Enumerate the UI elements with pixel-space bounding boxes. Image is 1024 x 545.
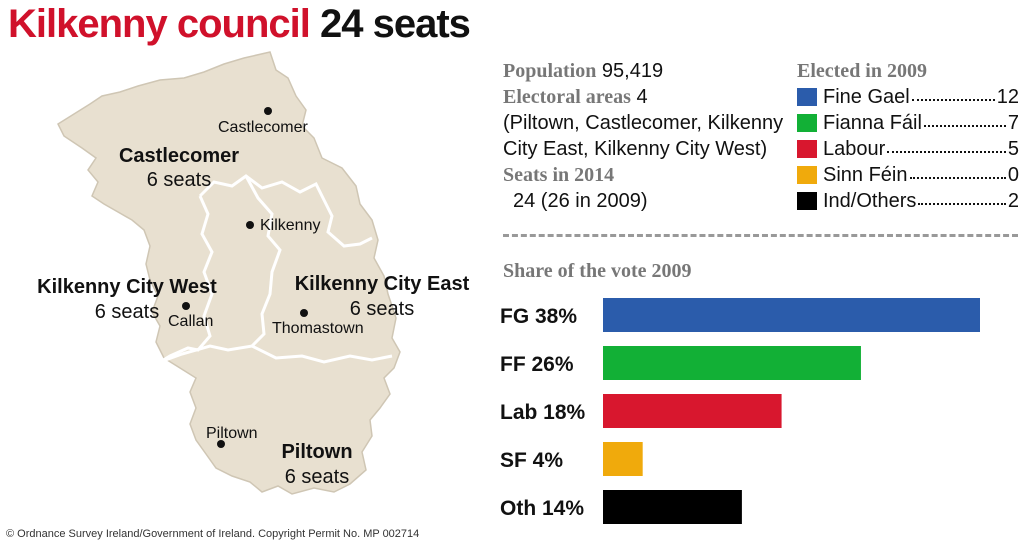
town-castlecomer: Castlecomer: [218, 107, 308, 136]
leader-dots: [911, 87, 995, 101]
legend-value: 5: [1007, 138, 1019, 160]
town-piltown: Piltown: [206, 425, 258, 448]
legend-item-fine-gael: Fine Gael 12: [797, 84, 1019, 110]
bar: [603, 394, 782, 428]
region-seats: 6 seats: [95, 301, 159, 323]
town-label: Kilkenny: [260, 217, 320, 234]
copyright-credit: © Ordnance Survey Ireland/Government of …: [6, 528, 420, 540]
legend-item-sinn-fein: Sinn Féin 0: [797, 162, 1019, 188]
legend-value: 0: [1007, 164, 1019, 186]
kilkenny-map: Castlecomer Kilkenny Callan Thomastown P…: [37, 51, 470, 495]
areas-list-line-2: City East, Kilkenny City West): [503, 138, 768, 160]
leader-dots: [887, 139, 1006, 153]
region-seats: 6 seats: [147, 169, 211, 191]
bar: [603, 298, 980, 332]
bar: [603, 490, 742, 524]
council-info: Population 95,419 Electoral areas 4 (Pil…: [503, 58, 783, 214]
page-title: Kilkenny council 24 seats: [8, 2, 471, 47]
legend-title: Elected in 2009: [797, 60, 927, 82]
bar-label: FF 26%: [500, 353, 574, 376]
section-divider: [503, 234, 1018, 237]
legend-party: Fine Gael: [823, 86, 910, 108]
areas-list-line-1: (Piltown, Castlecomer, Kilkenny: [503, 112, 784, 134]
region-name: Kilkenny City East: [295, 273, 470, 295]
title-main: Kilkenny council: [8, 2, 311, 46]
bar: [603, 442, 643, 476]
town-thomastown: Thomastown: [272, 309, 364, 337]
legend-value: 2: [1007, 190, 1019, 212]
bar: [603, 346, 861, 380]
town-dot: [300, 309, 308, 317]
chart-title: Share of the vote 2009: [503, 260, 692, 282]
legend-swatch: [797, 114, 817, 132]
town-callan: Callan: [168, 302, 213, 330]
legend-party: Ind/Others: [823, 190, 917, 212]
legend-item-ind-others: Ind/Others 2: [797, 188, 1019, 214]
town-dot: [264, 107, 272, 115]
seats-value: 24 (26 in 2009): [513, 190, 648, 212]
region-name: Kilkenny City West: [37, 276, 217, 298]
legend-party: Labour: [823, 138, 886, 160]
elected-legend: Elected in 2009 Fine Gael 12 Fianna Fáil…: [797, 58, 1019, 214]
legend-swatch: [797, 88, 817, 106]
town-label: Piltown: [206, 425, 258, 442]
areas-row: Electoral areas 4: [503, 84, 783, 110]
title-seats: 24 seats: [319, 2, 471, 46]
region-name: Piltown: [281, 441, 352, 463]
legend-party: Sinn Féin: [823, 164, 908, 186]
bar-label: Oth 14%: [500, 497, 584, 520]
county-outline: [57, 51, 401, 495]
leader-dots: [918, 191, 1006, 205]
vote-share-chart: FG 38% FF 26% Lab 18% SF 4% Oth 14%: [500, 298, 980, 524]
town-dot: [182, 302, 190, 310]
region-seats: 6 seats: [285, 466, 349, 488]
bar-label: SF 4%: [500, 449, 563, 472]
legend-swatch: [797, 192, 817, 210]
leader-dots: [923, 113, 1006, 127]
region-piltown: Piltown 6 seats: [281, 441, 352, 488]
region-kilkenny-city-east: Kilkenny City East 6 seats: [295, 273, 470, 320]
town-dot: [246, 221, 254, 229]
area-boundaries: [159, 174, 393, 364]
town-label: Thomastown: [272, 320, 364, 337]
legend-value: 12: [996, 86, 1019, 108]
bar-label: Lab 18%: [500, 401, 586, 424]
legend-value: 7: [1007, 112, 1019, 134]
population-value: 95,419: [601, 60, 664, 82]
legend-item-fianna-fail: Fianna Fáil 7: [797, 110, 1019, 136]
population-label: Population: [503, 60, 597, 82]
region-kilkenny-city-west: Kilkenny City West 6 seats: [37, 276, 217, 323]
legend-party: Fianna Fáil: [823, 112, 922, 134]
population-row: Population 95,419: [503, 58, 783, 84]
town-label: Castlecomer: [218, 119, 308, 136]
region-name: Castlecomer: [119, 145, 239, 167]
bar-label: FG 38%: [500, 305, 577, 328]
areas-label: Electoral areas: [503, 86, 631, 108]
region-castlecomer: Castlecomer 6 seats: [119, 145, 239, 191]
legend-item-labour: Labour 5: [797, 136, 1019, 162]
town-dot: [217, 440, 225, 448]
town-label: Callan: [168, 313, 213, 330]
areas-value: 4: [636, 86, 648, 108]
town-kilkenny: Kilkenny: [246, 217, 320, 234]
legend-swatch: [797, 140, 817, 158]
region-seats: 6 seats: [350, 298, 414, 320]
leader-dots: [909, 165, 1006, 179]
legend-swatch: [797, 166, 817, 184]
seats-label: Seats in 2014: [503, 164, 615, 186]
